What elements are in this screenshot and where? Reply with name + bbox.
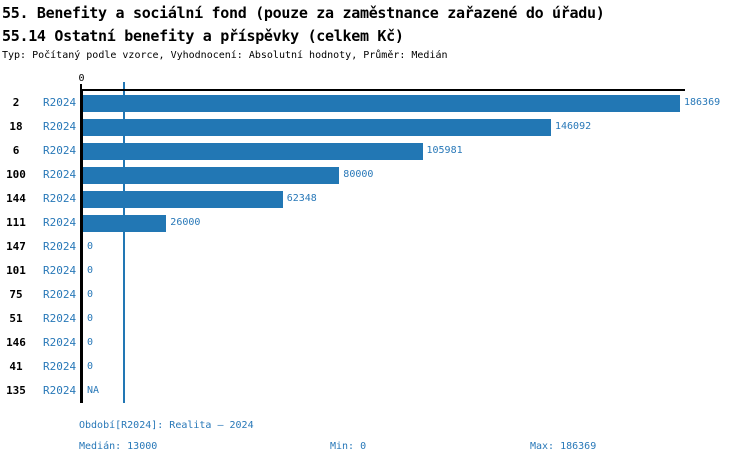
category-label: 2 (12, 96, 20, 109)
value-label: 146092 (555, 121, 592, 132)
footer-max-stat: Max: 186369 (530, 441, 597, 452)
chart-row: 6 R2024 105981 (0, 139, 750, 163)
x-axis-line (81, 89, 685, 91)
footer-min-stat: Min: 0 (330, 441, 367, 452)
series-period-label: R2024 (43, 96, 77, 109)
value-label: 0 (87, 361, 94, 372)
series-period-label: R2024 (43, 192, 77, 205)
chart-row: 75 R2024 0 (0, 283, 750, 307)
series-period-label: R2024 (43, 168, 77, 181)
category-label: 135 (6, 384, 26, 397)
footer-period-label: Období[R2024]: Realita – 2024 (79, 420, 254, 431)
series-period-label: R2024 (43, 384, 77, 397)
value-bar (83, 190, 283, 208)
value-bar (83, 166, 340, 184)
series-period-label: R2024 (43, 120, 77, 133)
value-bar (83, 142, 423, 160)
value-label: 0 (87, 337, 94, 348)
category-label: 100 (6, 168, 26, 181)
series-period-label: R2024 (43, 240, 77, 253)
chart-row: 51 R2024 0 (0, 307, 750, 331)
value-label: 105981 (426, 145, 463, 156)
category-label: 147 (6, 240, 26, 253)
chart-row: 18 R2024 146092 (0, 115, 750, 139)
series-period-label: R2024 (43, 360, 77, 373)
series-period-label: R2024 (43, 312, 77, 325)
value-label: 80000 (343, 169, 374, 180)
series-period-label: R2024 (43, 216, 77, 229)
chart-row: 41 R2024 0 (0, 355, 750, 379)
series-period-label: R2024 (43, 264, 77, 277)
indicator-title: 55.14 Ostatní benefity a příspěvky (celk… (2, 27, 404, 45)
category-label: 18 (9, 120, 23, 133)
value-label: 0 (87, 313, 94, 324)
y-axis-spine (80, 89, 83, 403)
category-label: 75 (9, 288, 23, 301)
chart-row: 147 R2024 0 (0, 235, 750, 259)
category-label: 101 (6, 264, 26, 277)
category-label: 6 (12, 144, 20, 157)
page-title: 55. Benefity a sociální fond (pouze za z… (2, 4, 605, 22)
category-label: 146 (6, 336, 26, 349)
value-bar (83, 118, 551, 136)
value-label: 26000 (170, 217, 201, 228)
series-period-label: R2024 (43, 144, 77, 157)
indicator-subtitle: Typ: Počítaný podle vzorce, Vyhodnocení:… (2, 50, 448, 61)
category-label: 51 (9, 312, 23, 325)
value-label: 186369 (684, 97, 721, 108)
value-label: 62348 (286, 193, 317, 204)
chart-row: 100 R2024 80000 (0, 163, 750, 187)
chart-row: 111 R2024 26000 (0, 211, 750, 235)
chart-row: 2 R2024 186369 (0, 91, 750, 115)
chart-row: 135 R2024 NA (0, 379, 750, 403)
category-label: 111 (6, 216, 26, 229)
chart-row: 146 R2024 0 (0, 331, 750, 355)
footer-median-stat: Medián: 13000 (79, 441, 158, 452)
value-bar (83, 214, 167, 232)
chart-row: 101 R2024 0 (0, 259, 750, 283)
value-label: 0 (87, 289, 94, 300)
category-label: 41 (9, 360, 23, 373)
x-axis-zero-tick (80, 84, 82, 90)
value-bar (83, 94, 680, 112)
value-label: 0 (87, 241, 94, 252)
category-label: 144 (6, 192, 26, 205)
series-period-label: R2024 (43, 336, 77, 349)
chart-row: 144 R2024 62348 (0, 187, 750, 211)
value-label: 0 (87, 265, 94, 276)
x-axis-zero-label: 0 (78, 73, 85, 84)
value-label: NA (87, 385, 100, 396)
median-reference-line (122, 82, 125, 403)
series-period-label: R2024 (43, 288, 77, 301)
